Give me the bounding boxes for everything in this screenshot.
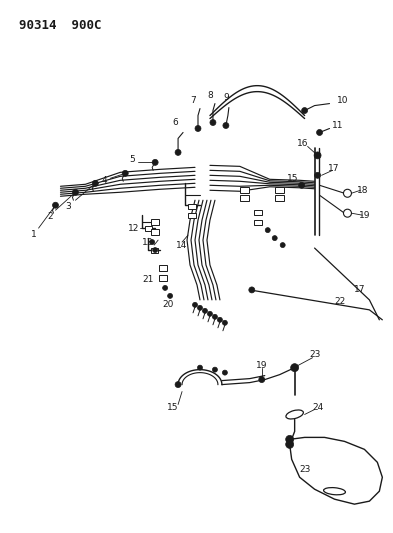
Circle shape	[213, 314, 217, 319]
Circle shape	[167, 293, 173, 298]
Circle shape	[193, 302, 198, 308]
Circle shape	[198, 365, 202, 370]
Circle shape	[92, 180, 98, 187]
Circle shape	[152, 159, 158, 165]
Circle shape	[286, 440, 294, 448]
Ellipse shape	[323, 488, 345, 495]
Bar	[151, 229, 159, 235]
Circle shape	[152, 247, 158, 253]
Circle shape	[217, 317, 222, 322]
Circle shape	[286, 435, 294, 443]
Bar	[159, 275, 167, 281]
Text: 12: 12	[128, 224, 139, 232]
Text: 8: 8	[207, 91, 213, 100]
Circle shape	[210, 119, 216, 125]
Text: 90314  900C: 90314 900C	[18, 19, 101, 32]
Text: 16: 16	[297, 139, 309, 148]
Circle shape	[317, 130, 323, 135]
Text: 4: 4	[101, 176, 107, 185]
Bar	[254, 209, 262, 215]
Bar	[159, 265, 167, 271]
Circle shape	[195, 125, 201, 132]
Text: 3: 3	[66, 201, 71, 211]
Ellipse shape	[286, 410, 303, 419]
Text: 23: 23	[299, 465, 310, 474]
Text: 17: 17	[354, 285, 365, 294]
Text: 19: 19	[359, 211, 370, 220]
Text: 1: 1	[31, 230, 37, 239]
Circle shape	[249, 287, 255, 293]
Circle shape	[272, 236, 277, 240]
Bar	[151, 247, 158, 253]
Circle shape	[202, 309, 208, 313]
Text: 13: 13	[142, 238, 154, 247]
Text: 24: 24	[312, 403, 323, 412]
Text: 20: 20	[162, 301, 174, 309]
Bar	[254, 220, 262, 224]
Bar	[145, 225, 152, 231]
Circle shape	[222, 370, 228, 375]
Circle shape	[291, 364, 299, 372]
Circle shape	[223, 123, 229, 128]
Circle shape	[265, 228, 270, 232]
Text: 21: 21	[143, 276, 154, 285]
Circle shape	[175, 382, 181, 387]
Text: 19: 19	[256, 361, 268, 370]
Circle shape	[53, 202, 59, 208]
Circle shape	[343, 209, 351, 217]
Circle shape	[314, 172, 321, 179]
Circle shape	[343, 189, 351, 197]
Circle shape	[301, 108, 308, 114]
Circle shape	[314, 152, 321, 159]
Text: 17: 17	[328, 164, 339, 173]
Circle shape	[150, 240, 155, 245]
Bar	[151, 219, 159, 225]
Text: 9: 9	[223, 93, 229, 102]
Text: 2: 2	[48, 212, 53, 221]
Bar	[188, 204, 196, 209]
Circle shape	[163, 286, 167, 290]
Circle shape	[208, 311, 213, 316]
Text: 7: 7	[190, 96, 196, 105]
Bar	[241, 187, 249, 193]
Circle shape	[213, 367, 217, 372]
Circle shape	[222, 320, 228, 325]
Text: 23: 23	[309, 350, 320, 359]
Bar	[275, 187, 284, 193]
Text: 15: 15	[167, 403, 179, 412]
Text: 18: 18	[357, 186, 368, 195]
Bar	[188, 213, 196, 217]
Text: 22: 22	[334, 297, 345, 306]
Circle shape	[299, 182, 305, 188]
Circle shape	[198, 305, 202, 310]
Text: 11: 11	[332, 121, 343, 130]
Text: 5: 5	[129, 155, 135, 164]
Text: 15: 15	[287, 174, 298, 183]
Circle shape	[175, 149, 181, 156]
Circle shape	[280, 243, 285, 247]
Circle shape	[72, 189, 79, 195]
Text: 14: 14	[176, 240, 188, 249]
Circle shape	[122, 171, 128, 176]
Text: 6: 6	[172, 118, 178, 127]
Bar	[275, 195, 284, 201]
Circle shape	[259, 377, 265, 383]
Bar	[241, 195, 249, 201]
Text: 10: 10	[337, 96, 348, 105]
